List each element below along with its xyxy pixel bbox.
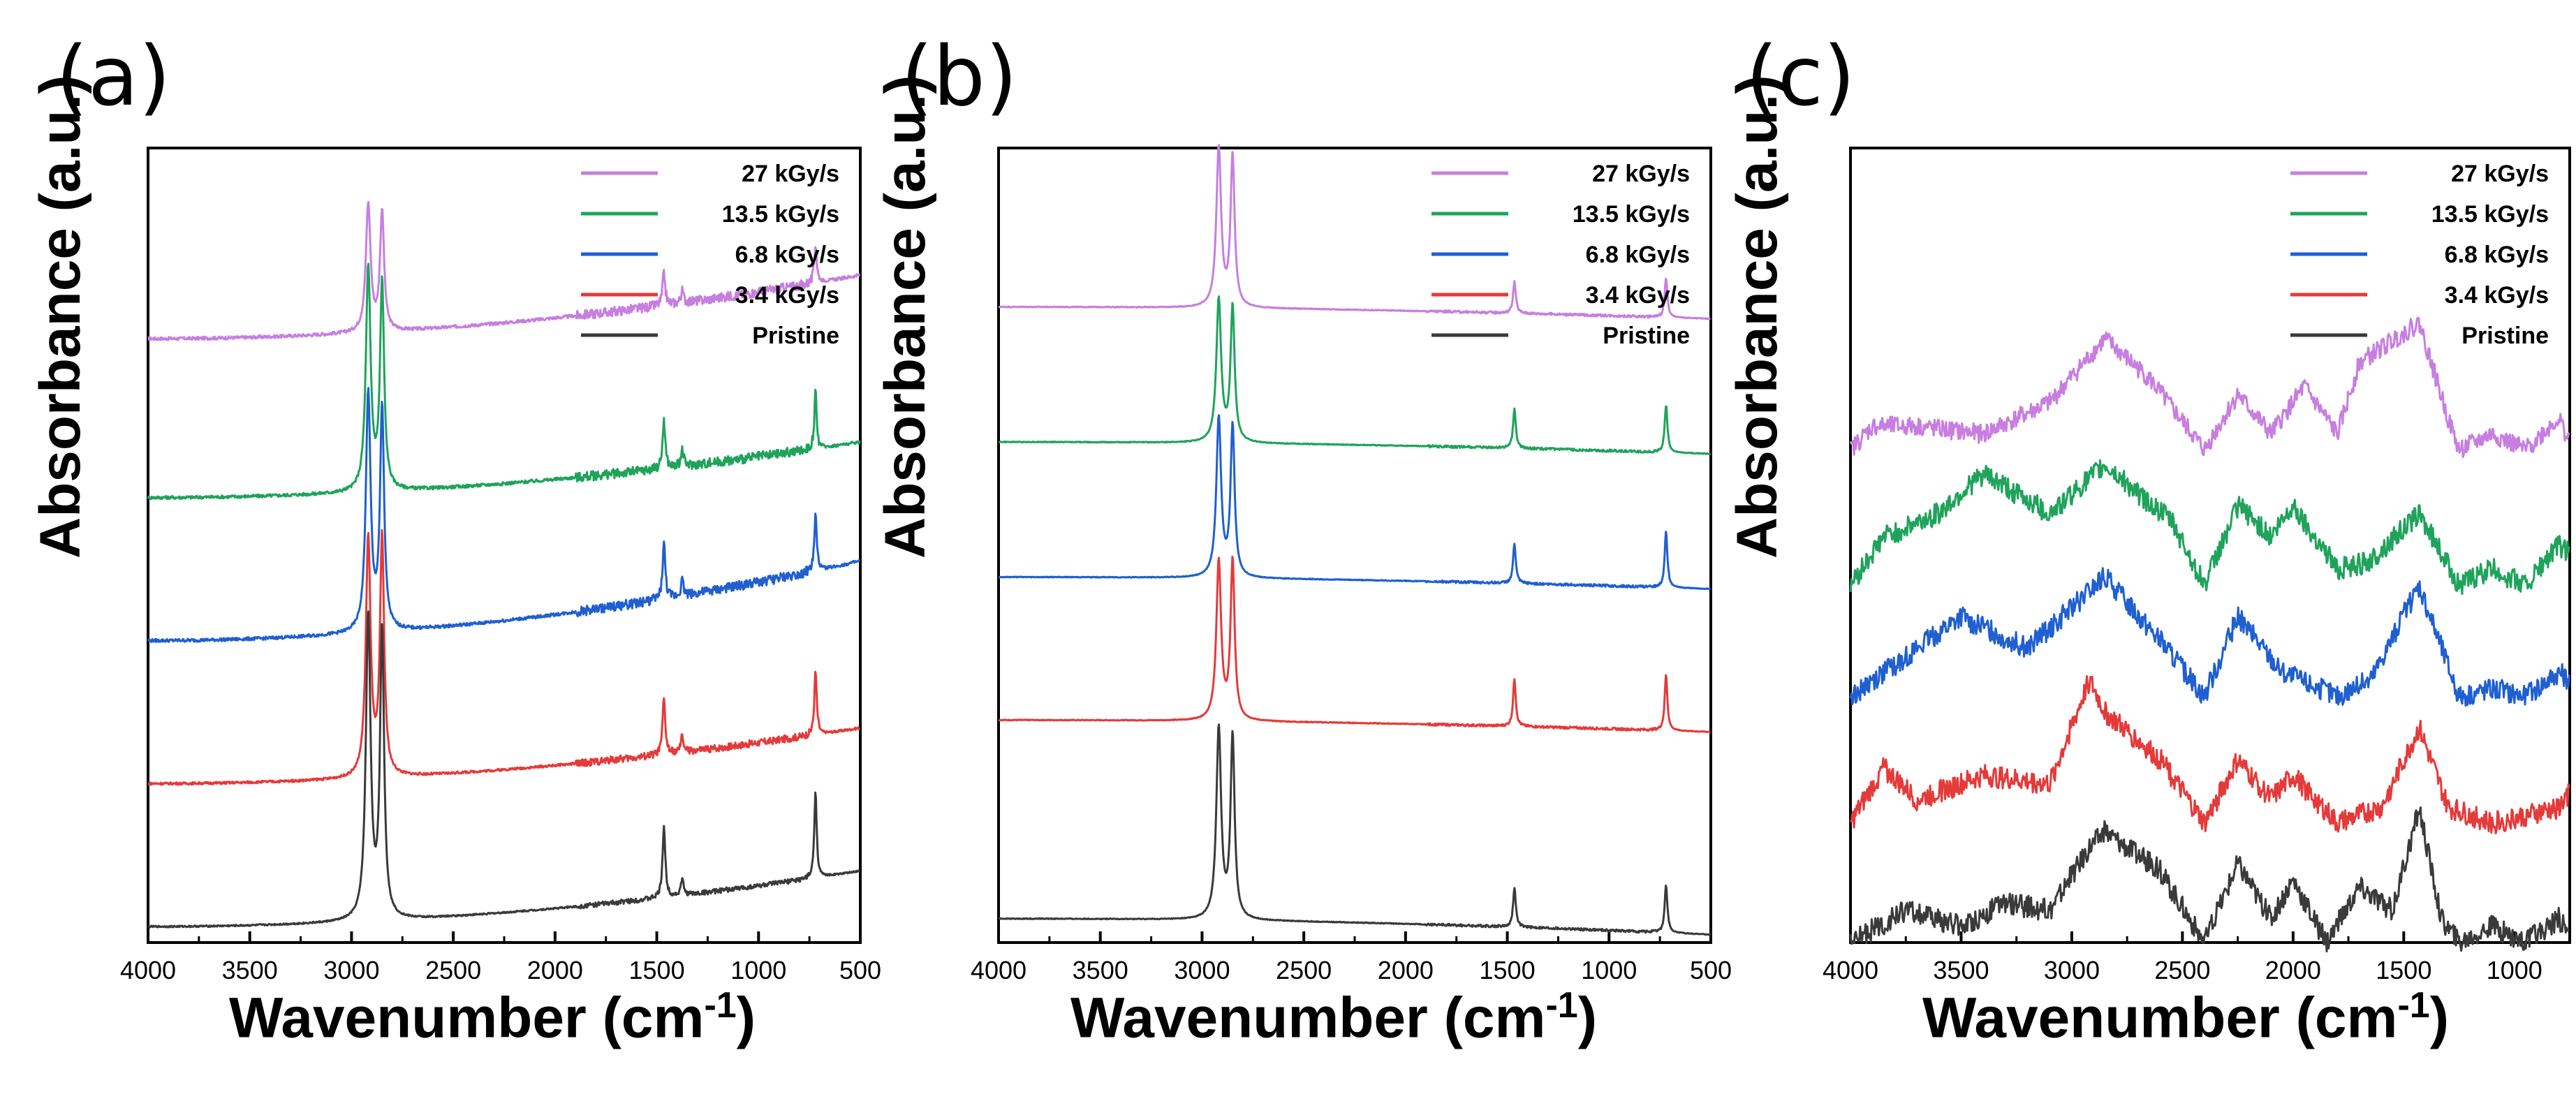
legend-label: 27 kGy/s (742, 161, 839, 187)
x-axis-label-text: Wavenumber (cm (1070, 986, 1546, 1050)
chart-panel-a: (a) Absorbance (a.u.) Wavenumber (cm-1) … (0, 0, 881, 1115)
x-axis-label-close: ) (736, 986, 756, 1050)
x-axis-label: Wavenumber (cm-1) (985, 984, 1683, 1051)
x-axis-label-close: ) (2429, 986, 2450, 1050)
x-tick-label: 1500 (1480, 956, 1536, 984)
x-tick-label: 3500 (1933, 956, 1989, 984)
legend-label: 27 kGy/s (1592, 161, 1690, 187)
x-tick-label: 1500 (2376, 956, 2431, 984)
x-tick-label: 2500 (425, 956, 481, 984)
panel-label: (c) (1746, 28, 1855, 124)
series-line (998, 144, 1711, 320)
x-tick-label: 4000 (120, 956, 176, 984)
x-tick-label: 1500 (629, 956, 685, 984)
series-line (1849, 806, 2570, 953)
x-tick-label: 3000 (323, 956, 379, 984)
x-axis-label-sup: -1 (704, 985, 737, 1026)
x-tick-label: 1000 (2487, 956, 2542, 984)
legend-label: 3.4 kGy/s (1586, 282, 1690, 309)
legend-label: 13.5 kGy/s (2431, 201, 2549, 228)
legend-label: 27 kGy/s (2451, 161, 2549, 187)
x-axis-label-text: Wavenumber (cm (228, 986, 705, 1050)
legend-label: Pristine (2461, 323, 2549, 349)
legend-label: 6.8 kGy/s (1586, 242, 1690, 268)
x-tick-label: 3500 (1073, 956, 1128, 984)
series-line (147, 387, 861, 643)
series-line (998, 555, 1711, 733)
plot-frame (1849, 147, 2571, 944)
x-tick-label: 500 (1690, 956, 1732, 984)
series-line (147, 263, 861, 501)
x-tick-label: 3500 (222, 956, 278, 984)
panel-label: (b) (901, 28, 1017, 124)
series-line (1849, 316, 2570, 459)
x-axis-label-text: Wavenumber (cm (1922, 986, 2398, 1050)
series-line (147, 200, 861, 341)
legend-label: 6.8 kGy/s (735, 242, 839, 268)
chart-svg-b: 4000 3500 3000 2500 2000 1500 1000 500 27 kGy/s 1… (971, 144, 1732, 984)
x-tick-label: 500 (839, 956, 881, 984)
x-tick-label: 2500 (2154, 956, 2210, 984)
chart-svg-c: 4000 3500 3000 2500 2000 1500 1000 27 kGy/s 13.5… (1823, 147, 2571, 984)
x-tick-label: 4000 (1823, 956, 1878, 984)
x-tick-label: 2500 (1276, 956, 1332, 984)
legend-label: 3.4 kGy/s (735, 282, 839, 309)
chart-panel-b: (b) Absorbance (a.u.) Wavenumber (cm-1) … (859, 0, 1732, 1115)
x-tick-label: 2000 (1378, 956, 1434, 984)
series-line (998, 295, 1711, 455)
x-tick-label: 2000 (2265, 956, 2321, 984)
x-axis-label: Wavenumber (cm-1) (1837, 984, 2535, 1051)
chart-panel-c: (c) Absorbance (a.u.) Wavenumber (cm-1) … (1718, 0, 2576, 1115)
x-tick-label: 3000 (2044, 956, 2100, 984)
legend-label: 6.8 kGy/s (2445, 242, 2549, 268)
x-tick-label: 2000 (527, 956, 583, 984)
series-line (147, 610, 860, 929)
x-axis-label: Wavenumber (cm-1) (143, 984, 841, 1051)
legend-label: Pristine (1603, 323, 1690, 349)
x-tick-label: 4000 (971, 956, 1026, 984)
series-line (1849, 675, 2570, 834)
series-line (998, 723, 1712, 936)
series-line (998, 414, 1711, 591)
legend-label: 3.4 kGy/s (2445, 282, 2549, 309)
x-axis-label-sup: -1 (2397, 985, 2430, 1026)
x-tick-label: 3000 (1174, 956, 1230, 984)
series-line (147, 529, 861, 786)
legend-label: 13.5 kGy/s (1573, 201, 1690, 228)
legend-label: Pristine (752, 323, 839, 349)
x-axis-label-sup: -1 (1545, 985, 1578, 1026)
series-line (1849, 459, 2570, 596)
x-tick-label: 1000 (1581, 956, 1637, 984)
panel-label: (a) (56, 28, 171, 124)
legend-label: 13.5 kGy/s (722, 201, 839, 228)
x-tick-label: 1000 (730, 956, 786, 984)
x-axis-label-close: ) (1577, 986, 1598, 1050)
chart-svg-a: 4000 3500 3000 2500 2000 1500 1000 500 27 kGy/s 1… (120, 147, 881, 984)
series-line (1849, 567, 2570, 707)
